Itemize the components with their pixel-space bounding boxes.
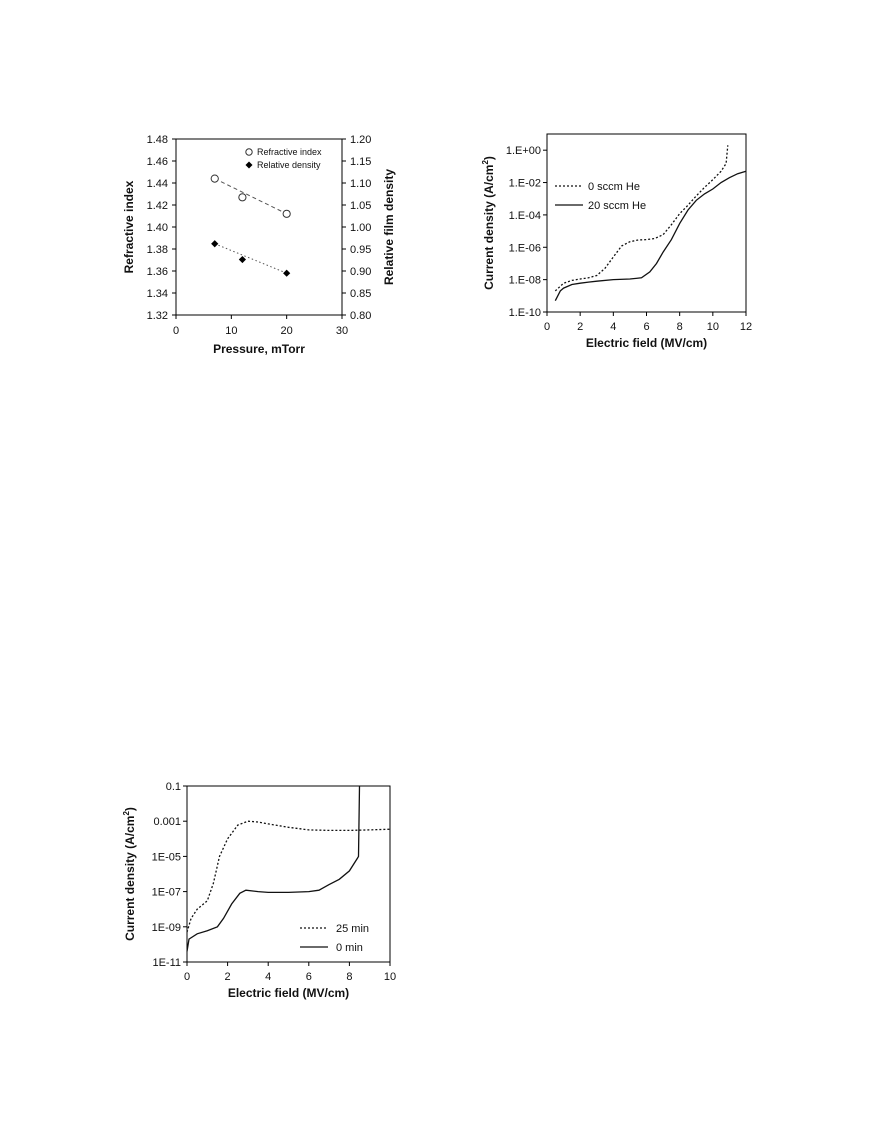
chart3-x-tick-label: 0	[184, 971, 190, 983]
chart1-y-tick-label: 1.36	[147, 266, 168, 278]
chart2-y-tick-label: 1.E-08	[509, 275, 541, 287]
chart1-y2-tick-label: 0.90	[350, 266, 371, 278]
chart2-x-axis-label: Electric field (MV/cm)	[586, 336, 707, 350]
chart3-y-tick-label: 1E-09	[152, 922, 181, 934]
chart1-y2-tick-label: 1.20	[350, 134, 371, 146]
chart2-y-tick-label: 1.E-10	[509, 307, 541, 319]
chart1-y-tick-label: 1.34	[147, 288, 168, 300]
chart1-density-trendline	[214, 243, 287, 274]
chart1-y-tick-label: 1.38	[147, 244, 168, 256]
chart2-plot-frame	[546, 133, 747, 313]
chart1-y-tick-label: 1.44	[147, 178, 168, 190]
chart2-y-tick-label: 1.E-02	[509, 178, 541, 190]
chart3-y-tick-label: 1E-07	[152, 887, 181, 899]
chart3-plot-frame	[186, 785, 391, 963]
chart1-y-tick-label: 1.40	[147, 222, 168, 234]
chart1-relative-density-point	[211, 240, 219, 248]
chart3-legend-label-0: 25 min	[336, 923, 369, 935]
chart1-relative-density-point	[238, 255, 246, 264]
chart2-x-tick-label: 10	[707, 321, 719, 333]
chart3-x-tick-label: 2	[225, 971, 231, 983]
chart3-x-tick-label: 8	[346, 971, 352, 983]
chart2-y-axis-label: Current density (A/cm2)	[481, 156, 496, 290]
chart1-legend-diamond-marker	[245, 161, 253, 169]
chart3-y-axis-label: Current density (A/cm2)	[122, 807, 137, 941]
chart3-series-line-0	[186, 820, 391, 933]
chart3-y-tick-label: 0.001	[153, 816, 181, 828]
chart3-y-tick-label: 0.1	[166, 781, 181, 793]
chart3-y-tick-label: 1E-11	[152, 957, 181, 969]
chart2-x-tick-label: 8	[677, 321, 683, 333]
chart1-y-axis-label: Refractive index	[122, 180, 136, 273]
chart1-x-tick-label: 10	[225, 325, 237, 337]
chart3-x-tick-label: 10	[384, 971, 396, 983]
chart2-y-tick-label: 1.E-04	[509, 210, 541, 222]
chart2-y-tick-label: 1.E-06	[509, 242, 541, 254]
chart2-x-tick-label: 0	[544, 321, 550, 333]
chart1-x-tick-label: 20	[281, 325, 293, 337]
chart2-x-tick-label: 12	[740, 321, 752, 333]
chart1-y2-tick-label: 1.15	[350, 156, 371, 168]
chart1-y2-tick-label: 0.95	[350, 244, 371, 256]
chart3-series-line-1	[186, 785, 361, 952]
chart1-x-axis-label: Pressure, mTorr	[213, 342, 305, 356]
chart1-x-tick-label: 30	[336, 325, 348, 337]
chart2-legend-label-1: 20 sccm He	[588, 200, 646, 212]
chart3-x-axis-label: Electric field (MV/cm)	[228, 986, 349, 1000]
chart2-series-line-0	[554, 145, 729, 292]
chart3-x-tick-label: 4	[265, 971, 271, 983]
chart2-x-tick-label: 4	[610, 321, 616, 333]
chart1-legend-refractive-index: Refractive index	[257, 147, 322, 157]
chart3-x-tick-label: 6	[306, 971, 312, 983]
chart2-x-tick-label: 6	[643, 321, 649, 333]
chart1-legend-circle-marker	[245, 148, 253, 156]
chart1-y-tick-label: 1.46	[147, 156, 168, 168]
chart1-y2-tick-label: 0.85	[350, 288, 371, 300]
chart3-y-tick-label: 1E-05	[152, 851, 181, 863]
chart1-y2-tick-label: 1.00	[350, 222, 371, 234]
chart1-refractive-index-point	[282, 209, 291, 218]
chart1-y-tick-label: 1.32	[147, 310, 168, 322]
chart2-legend-label-0: 0 sccm He	[588, 181, 640, 193]
chart1-y-tick-label: 1.48	[147, 134, 168, 146]
chart1-legend-relative-density: Relative density	[257, 160, 321, 170]
chart1-y2-axis-label: Relative film density	[382, 169, 396, 285]
chart1-x-tick-label: 0	[173, 325, 179, 337]
chart1-refractive-index-point	[210, 174, 219, 183]
chart1-refractive-index-point	[238, 193, 247, 202]
chart1-relative-density-point	[283, 269, 291, 277]
chart3-legend-label-1: 0 min	[336, 942, 363, 954]
chart2-series-line-1	[554, 170, 747, 301]
chart2-x-tick-label: 2	[577, 321, 583, 333]
chart1-y2-tick-label: 1.05	[350, 200, 371, 212]
chart2-y-tick-label: 1.E+00	[506, 145, 541, 157]
chart1-y-tick-label: 1.42	[147, 200, 168, 212]
chart1-refractive-trendline	[214, 178, 287, 215]
chart1-y2-tick-label: 1.10	[350, 178, 371, 190]
chart1-y2-tick-label: 0.80	[350, 310, 371, 322]
